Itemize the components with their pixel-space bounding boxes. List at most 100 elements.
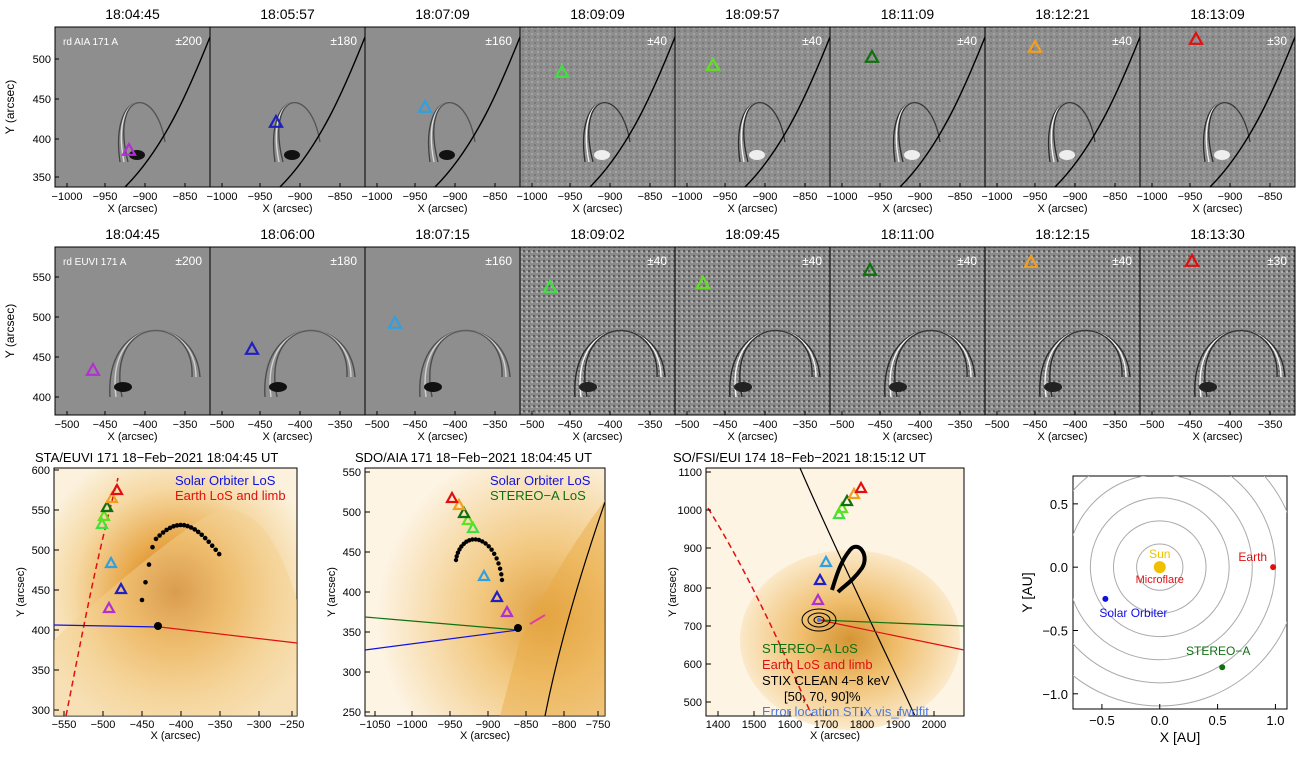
time-marker	[417, 98, 433, 113]
scale-label: ±40	[802, 34, 822, 48]
time-marker	[832, 506, 846, 520]
y-tick-label: 550	[343, 467, 361, 479]
row-xlabel: X (arcsec)	[417, 431, 467, 443]
loop-feature	[584, 329, 658, 398]
panel-a-solo-los	[53, 624, 161, 628]
time-marker	[457, 505, 471, 519]
x-tick-label: −450	[93, 419, 118, 431]
scale-label: ±40	[1112, 254, 1132, 268]
y-tick-label: 350	[33, 172, 51, 184]
time-marker	[854, 480, 868, 494]
y-tick-label: 0.5	[1050, 497, 1068, 512]
panel-solo-eui: SO/FSI/EUI 174 18−Feb−2021 18:15:12 UT S…	[667, 450, 965, 742]
scale-label: ±40	[957, 254, 977, 268]
time-marker	[1027, 38, 1043, 53]
x-tick-label: −950	[558, 191, 583, 203]
x-tick-label: −350	[1258, 419, 1283, 431]
time-marker	[244, 340, 260, 355]
row-panel-5: 18:09:57 ±40 −1000 −950 −900 −850 X (arcsec)	[672, 6, 831, 215]
row-xlabel: X (arcsec)	[882, 431, 932, 443]
x-tick-label: −850	[483, 191, 508, 203]
row-panel-1: 18:04:45 ±200 rd AIA 171 A −1000 −950 −900 −85…	[33, 6, 211, 215]
bright-kernel	[1214, 150, 1230, 160]
panel-c-legend-earth: Earth LoS and limb	[762, 657, 873, 672]
scale-label: ±200	[175, 254, 202, 268]
panel-a-legend-solo: Solar Orbiter LoS	[175, 473, 276, 488]
loop-feature	[743, 101, 786, 163]
y-axis-label: Y (arcsec)	[667, 567, 679, 617]
arrow-indicator	[529, 614, 546, 625]
x-tick-label: 0.5	[1209, 713, 1227, 728]
x-tick-label: −950	[438, 719, 463, 731]
x-tick-label: −450	[558, 419, 583, 431]
panel-a-emission	[54, 510, 297, 716]
stereo-a-label: STEREO−A	[1186, 644, 1250, 658]
panel-c-emission	[740, 550, 960, 730]
y-tick-label: 300	[343, 667, 361, 679]
row-panel-3: 18:07:15 ±160 −500 −450 −400 −350 X (arcsec)	[364, 226, 521, 443]
y-tick-label: −1.0	[1042, 687, 1068, 702]
x-tick-label: −900	[288, 191, 313, 203]
y-tick-label: 350	[32, 665, 50, 677]
panel-c-title: SO/FSI/EUI 174 18−Feb−2021 18:15:12 UT	[673, 450, 926, 465]
time-label: 18:09:09	[570, 6, 625, 22]
time-label: 18:13:09	[1190, 6, 1245, 22]
x-tick-label: −900	[476, 719, 501, 731]
loop-point	[178, 522, 183, 528]
x-tick-label: −500	[985, 419, 1010, 431]
time-marker	[500, 604, 514, 618]
x-tick-label: −500	[830, 419, 855, 431]
y-tick-label: 400	[32, 625, 50, 637]
y-tick-label: 0.0	[1050, 560, 1068, 575]
loop-point	[153, 536, 159, 542]
x-tick-label: −1050	[360, 719, 391, 731]
x-tick-label: −1000	[52, 191, 83, 203]
panel-b-stereo-los	[364, 616, 519, 631]
time-label: 18:12:15	[1035, 226, 1090, 242]
x-tick-label: −950	[248, 191, 273, 203]
y-tick-label: 600	[684, 659, 702, 671]
loop-point	[157, 533, 162, 538]
bright-kernel	[284, 150, 300, 160]
time-marker	[268, 113, 284, 128]
row-panel-6: 18:11:00 ±40 −500 −450 −400 −350 X (arcsec)	[829, 226, 986, 443]
time-marker	[95, 516, 109, 530]
x-tick-label: −900	[908, 191, 933, 203]
panel-a-loop-trace	[139, 522, 222, 603]
y-axis-label: Y [AU]	[1019, 572, 1035, 612]
scale-label: ±30	[1267, 254, 1287, 268]
y-tick-label: 400	[33, 392, 51, 404]
y-tick-label: 250	[343, 707, 361, 719]
time-label: 18:04:45	[105, 6, 160, 22]
x-tick-label: −450	[130, 719, 155, 731]
time-marker	[864, 48, 880, 63]
y-tick-label: 900	[684, 543, 702, 555]
sun-marker	[1153, 561, 1166, 574]
loop-point	[171, 524, 176, 529]
solar-orbiter-label: Solar Orbiter	[1099, 606, 1167, 620]
x-tick-label: −350	[1103, 419, 1128, 431]
panel-b-legend-stereo: STEREO−A LoS	[490, 488, 586, 503]
x-tick-label: −900	[753, 191, 778, 203]
time-label: 18:12:21	[1035, 6, 1090, 22]
x-axis-label: X (arcsec)	[460, 730, 510, 742]
instrument-label: rd AIA 171 A	[63, 37, 118, 48]
bright-kernel	[1199, 382, 1217, 392]
difference-image	[1139, 26, 1296, 188]
time-marker	[705, 56, 721, 71]
x-tick-label: −900	[1218, 191, 1243, 203]
microflare-label: Microflare	[1136, 574, 1184, 586]
x-tick-label: −850	[793, 191, 818, 203]
bright-kernel	[904, 150, 920, 160]
scale-label: ±160	[485, 34, 512, 48]
panel-c-legend-stix: STIX CLEAN 4−8 keV	[762, 673, 890, 688]
x-tick-label: −500	[210, 419, 235, 431]
y-tick-label: 500	[32, 545, 50, 557]
x-tick-label: −950	[93, 191, 118, 203]
loop-point	[181, 522, 187, 528]
loop-point	[496, 561, 501, 566]
solar-orbiter-marker	[1102, 595, 1109, 602]
